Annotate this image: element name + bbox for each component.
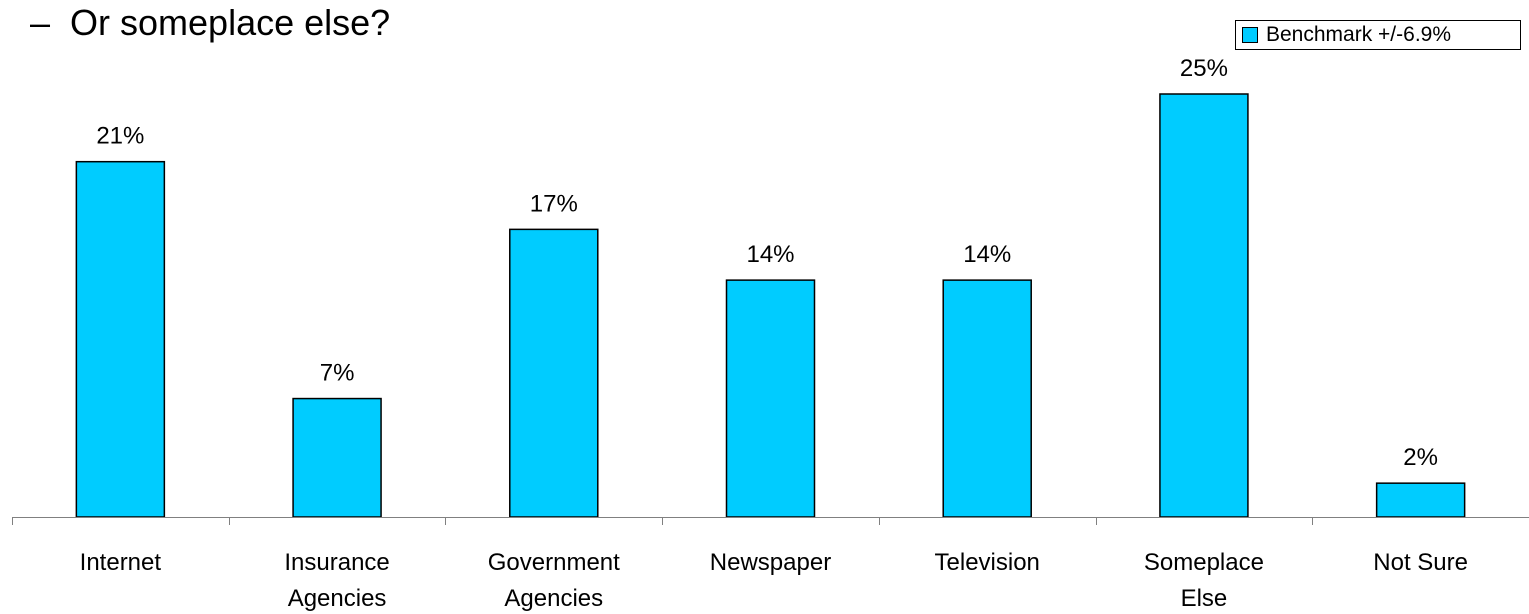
legend-swatch <box>1242 27 1258 43</box>
x-tick-label: Not Sure <box>1373 549 1468 576</box>
x-tick-label-line: Someplace <box>1144 549 1264 576</box>
bars <box>75 93 1466 518</box>
bar <box>509 228 599 518</box>
data-label: 2% <box>1403 444 1438 471</box>
x-tick-label: Television <box>935 549 1040 576</box>
x-tick-label-line: Internet <box>80 549 162 576</box>
legend-label: Benchmark +/-6.9% <box>1266 23 1452 46</box>
data-label: 17% <box>530 190 578 217</box>
heading-text: Or someplace else? <box>70 2 391 43</box>
bar <box>942 279 1032 518</box>
x-tick-labels: Internet Insurance Agencies Government Agenc… <box>80 549 1468 612</box>
x-tick-label-line: Newspaper <box>710 549 831 576</box>
x-tick-label-line: Not Sure <box>1373 549 1468 576</box>
data-label: 14% <box>746 241 794 268</box>
heading: – Or someplace else? <box>30 2 390 44</box>
x-tick-label-line: Else <box>1181 585 1228 612</box>
x-tick-label: Insurance Agencies <box>284 549 389 612</box>
data-label: 25% <box>1180 55 1228 82</box>
x-tick-label-line: Television <box>935 549 1040 576</box>
x-tick-label: Internet <box>80 549 162 576</box>
legend: Benchmark +/-6.9% <box>1235 20 1521 50</box>
bar <box>292 397 382 518</box>
data-labels: 21% 7% 17% 14% 14% 25% 2% <box>96 55 1438 471</box>
bar <box>1375 482 1466 518</box>
x-tick-label: Someplace Else <box>1144 549 1264 612</box>
x-tick-label: Government Agencies <box>488 549 620 612</box>
data-label: 14% <box>963 241 1011 268</box>
x-tick-label-line: Agencies <box>288 585 387 612</box>
bar <box>75 160 166 518</box>
bar <box>725 279 816 518</box>
x-tick-label-line: Insurance <box>284 549 389 576</box>
heading-dash: – <box>30 2 51 43</box>
bar <box>1159 93 1249 518</box>
x-tick-label-line: Government <box>488 549 620 576</box>
data-label: 7% <box>320 360 355 387</box>
x-axis <box>12 517 1529 525</box>
data-label: 21% <box>96 123 144 150</box>
x-tick-label: Newspaper <box>710 549 831 576</box>
x-tick-label-line: Agencies <box>504 585 603 612</box>
